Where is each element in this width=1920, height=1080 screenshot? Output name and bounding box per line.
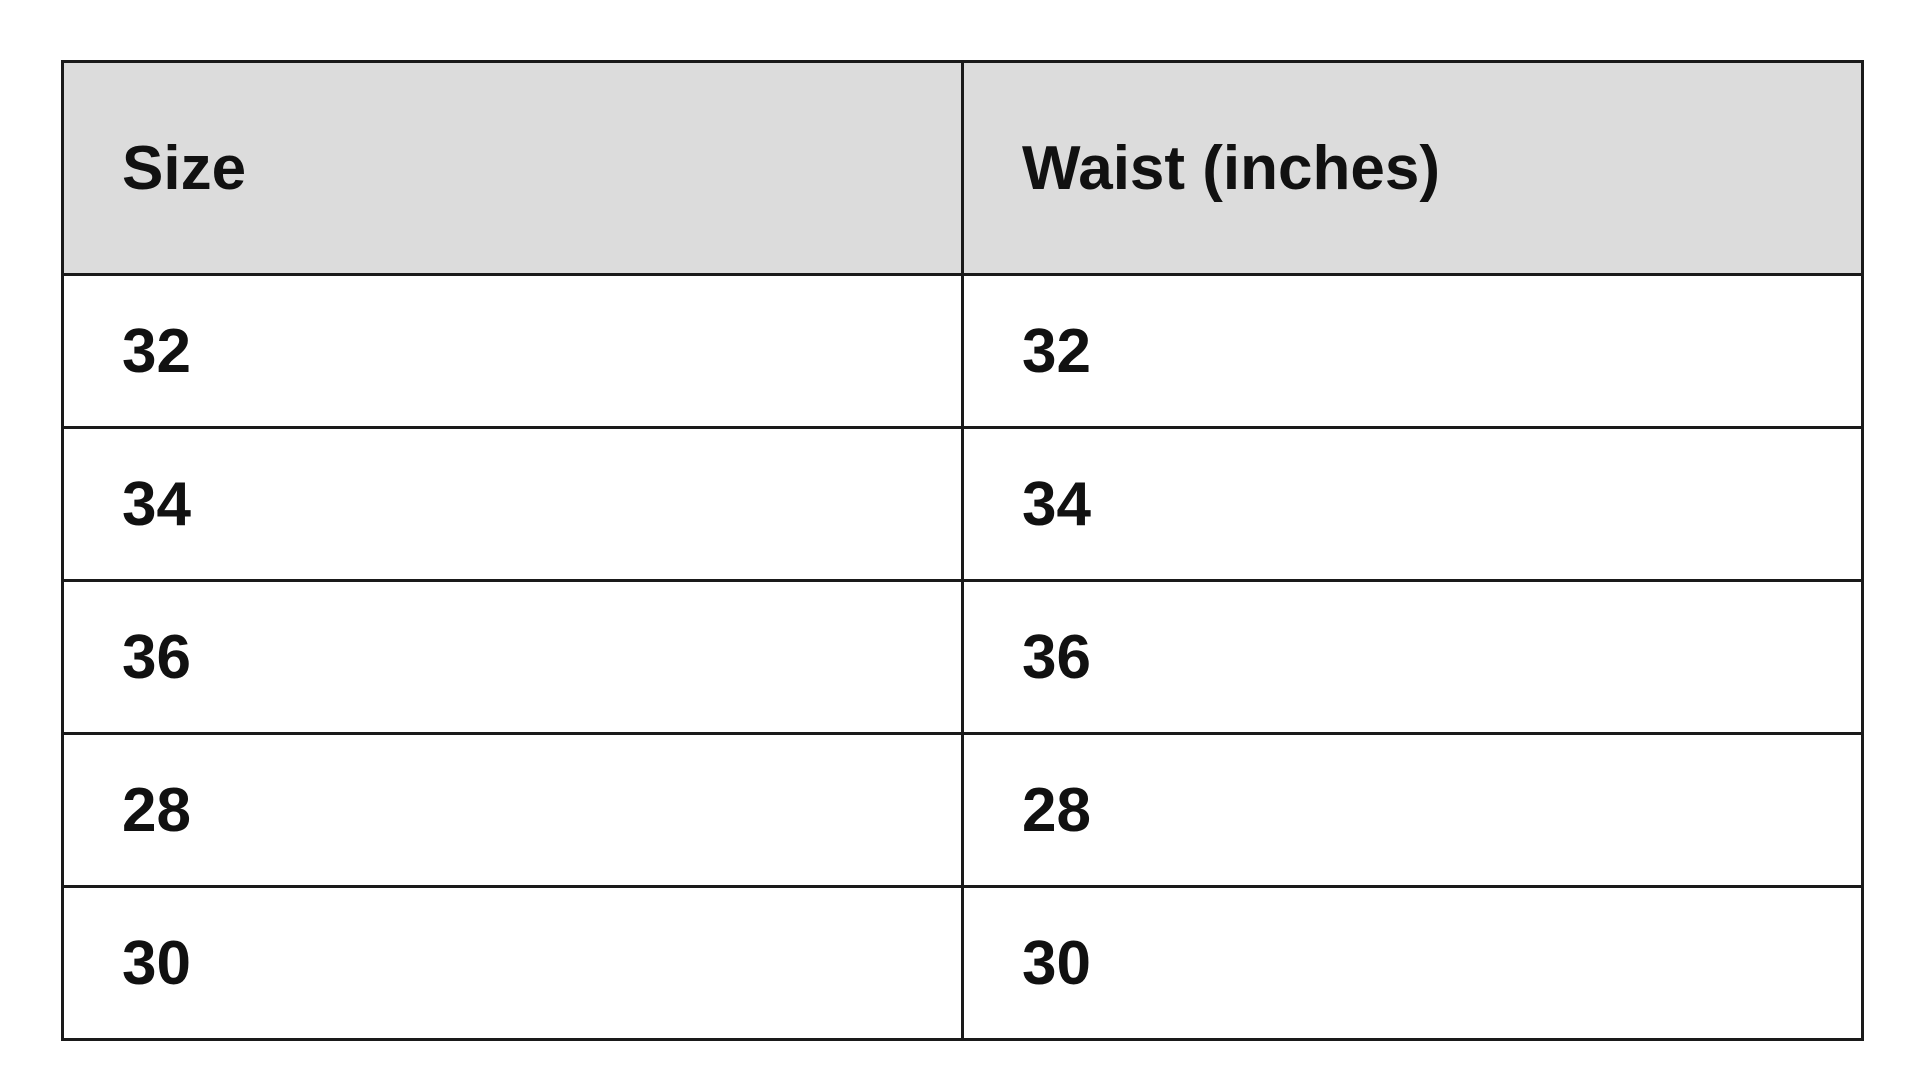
- cell-size: 28: [61, 732, 964, 888]
- size-chart-table: Size Waist (inches) 32 32 34 34 36 36 28…: [61, 60, 1864, 1041]
- cell-size: 36: [61, 579, 964, 735]
- table-row: 28 28: [61, 732, 1864, 888]
- table-row: 34 34: [61, 426, 1864, 582]
- cell-waist: 30: [961, 885, 1864, 1041]
- cell-size: 34: [61, 426, 964, 582]
- table-row: 32 32: [61, 273, 1864, 429]
- cell-waist: 34: [961, 426, 1864, 582]
- header-size: Size: [61, 60, 964, 276]
- header-waist: Waist (inches): [961, 60, 1864, 276]
- cell-waist: 32: [961, 273, 1864, 429]
- cell-size: 30: [61, 885, 964, 1041]
- header-row: Size Waist (inches): [61, 60, 1864, 276]
- cell-waist: 28: [961, 732, 1864, 888]
- table-row: 36 36: [61, 579, 1864, 735]
- cell-waist: 36: [961, 579, 1864, 735]
- table-row: 30 30: [61, 885, 1864, 1041]
- cell-size: 32: [61, 273, 964, 429]
